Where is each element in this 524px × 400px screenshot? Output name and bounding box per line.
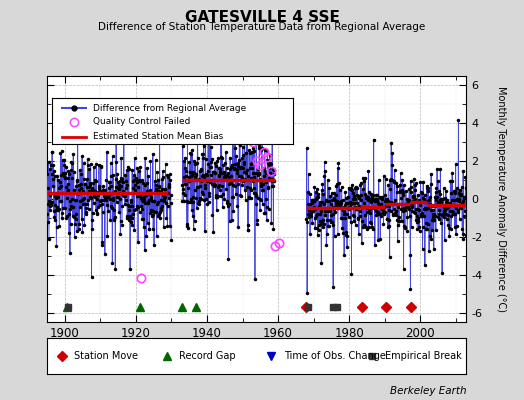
Text: Difference from Regional Average: Difference from Regional Average	[93, 104, 247, 113]
Text: Difference of Station Temperature Data from Regional Average: Difference of Station Temperature Data f…	[99, 22, 425, 32]
Text: Record Gap: Record Gap	[179, 351, 236, 361]
Text: Berkeley Earth: Berkeley Earth	[390, 386, 466, 396]
Y-axis label: Monthly Temperature Anomaly Difference (°C): Monthly Temperature Anomaly Difference (…	[496, 86, 506, 312]
Text: Station Move: Station Move	[74, 351, 138, 361]
Text: Time of Obs. Change: Time of Obs. Change	[284, 351, 386, 361]
Text: GATESVILLE 4 SSE: GATESVILLE 4 SSE	[184, 10, 340, 25]
Text: Estimated Station Mean Bias: Estimated Station Mean Bias	[93, 132, 224, 141]
Text: Quality Control Failed: Quality Control Failed	[93, 118, 191, 126]
Text: Empirical Break: Empirical Break	[385, 351, 461, 361]
